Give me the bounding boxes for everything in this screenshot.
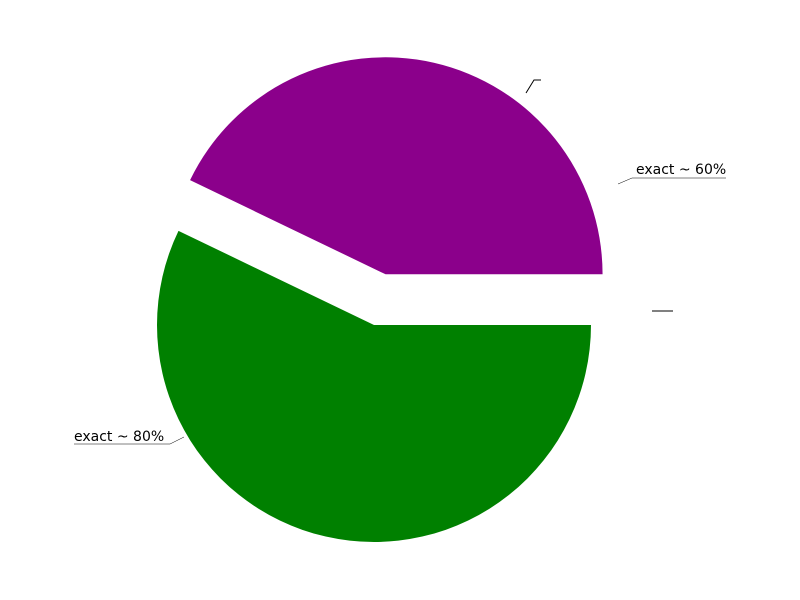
leader-lines <box>74 79 726 445</box>
slice-label-exact-60: exact ~ 60% <box>636 162 726 178</box>
slice-label-exact-80: exact ~ 80% <box>74 429 164 445</box>
leader-line-exact-80 <box>74 436 185 445</box>
tick-mark-top <box>525 79 541 94</box>
leader-line-exact-60 <box>617 177 726 185</box>
slice-exact-80 <box>157 230 592 542</box>
slices-group <box>157 57 603 542</box>
slice-exact-60 <box>190 57 603 275</box>
